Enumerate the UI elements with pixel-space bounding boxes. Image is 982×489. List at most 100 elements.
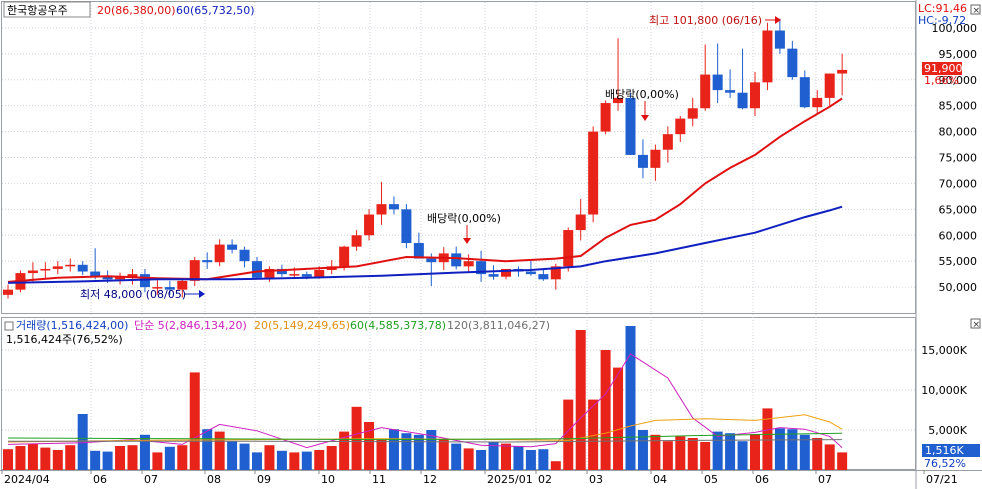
volume-bar <box>90 450 101 470</box>
volume-bar <box>189 372 200 470</box>
volume-panel-close-button[interactable] <box>970 318 981 329</box>
volume-bar <box>276 450 287 470</box>
x-tick-label: 07 <box>818 473 832 486</box>
volume-bar <box>700 442 711 470</box>
volume-bar <box>227 441 238 470</box>
volume-bar <box>164 446 175 470</box>
candle-body <box>65 264 76 267</box>
candle-body <box>774 30 785 49</box>
candle-body <box>314 269 325 277</box>
volume-bar <box>476 450 487 470</box>
candle-body <box>451 253 462 267</box>
candle-body <box>27 270 38 274</box>
vma20-legend: 20(5,149,249,65) <box>254 319 350 332</box>
volume-bar <box>812 438 823 470</box>
volume-bar <box>637 430 648 470</box>
last-change: 1,66% <box>924 74 959 87</box>
volume-bar <box>762 408 773 470</box>
candle-body <box>675 118 686 135</box>
volume-bar <box>687 438 698 470</box>
candle-body <box>289 274 300 276</box>
x-tick-label: 06 <box>755 473 769 486</box>
volume-bar <box>787 429 798 470</box>
volume-bar <box>413 434 424 470</box>
candle-body <box>812 97 823 108</box>
price-tick-label: 75,000 <box>939 152 978 165</box>
candle-body <box>115 276 126 280</box>
candle-body <box>426 258 437 263</box>
last-volume: 1,516K <box>925 444 964 457</box>
volume-bar <box>289 452 300 470</box>
high-annotation: 최고 101,800 (06/16) <box>649 14 762 27</box>
candle-body <box>239 249 250 262</box>
candle-body <box>700 74 711 109</box>
candle-body <box>799 77 810 108</box>
price-tick-label: 60,000 <box>939 229 978 242</box>
candle-body <box>202 260 213 263</box>
chart-title: 한국항공우주 <box>7 4 68 17</box>
volume-y-ticks: 5,000K 10,000K 15,000K <box>921 344 967 437</box>
candle-body <box>687 108 698 119</box>
last-price: 91,900 <box>924 62 963 75</box>
candle-body <box>77 264 88 272</box>
chart-title-box[interactable] <box>3 1 91 18</box>
volume-bar <box>737 441 748 470</box>
x-tick-label: 06 <box>93 473 107 486</box>
candle-body <box>563 230 574 267</box>
last-price-badge <box>922 62 962 75</box>
volume-toggle[interactable] <box>4 321 14 331</box>
candle-body <box>588 131 599 215</box>
candle-body <box>488 274 499 277</box>
volume-bar <box>364 422 375 470</box>
x-tick-label: 10 <box>321 473 335 486</box>
candle-body <box>40 268 51 271</box>
candle-body <box>351 235 362 247</box>
dividend-annotation-2: 배당락(0,00%) <box>605 88 679 101</box>
volume-ma-lines <box>7 353 843 449</box>
vma60-legend: 60(4,585,373,78) <box>350 319 446 332</box>
volume-bar <box>650 434 661 470</box>
volume-bar <box>774 428 785 470</box>
last-volume-badge <box>922 444 980 457</box>
volume-bar <box>725 433 736 470</box>
volume-bar <box>426 430 437 470</box>
candles <box>3 18 848 299</box>
low-annotation: 최저 48,000 (08/05) <box>80 288 186 301</box>
vma120-legend: 120(3,811,046,27) <box>447 319 550 332</box>
volume-ma-5-line <box>7 353 843 449</box>
volume-bar <box>501 443 511 470</box>
price-tick-label: 85,000 <box>939 100 978 113</box>
x-tick-label: 07/21 <box>926 473 958 486</box>
candle-body <box>476 261 487 275</box>
candle-body <box>525 271 536 275</box>
candle-body <box>787 48 798 78</box>
volume-bar <box>339 431 350 470</box>
price-tick-label: 70,000 <box>939 177 978 190</box>
price-panel-close-button[interactable] <box>970 4 981 15</box>
x-tick-label: 03 <box>589 473 603 486</box>
volume-bar <box>264 445 275 470</box>
volume-bar <box>214 431 225 470</box>
x-tick-label: 04 <box>653 473 667 486</box>
volume-bar <box>588 399 599 470</box>
x-tick-label: 09 <box>257 473 271 486</box>
x-tick-label: 05 <box>704 473 718 486</box>
volume-tick-label: 15,000K <box>921 344 967 357</box>
candle-body <box>600 103 611 132</box>
candle-body <box>613 97 624 104</box>
volume-bar <box>712 431 723 470</box>
volume-sub-legend: 1,516,424주(76,52%) <box>6 333 123 346</box>
volume-bar <box>837 452 848 470</box>
candle-body <box>388 204 399 210</box>
volume-bar <box>662 441 673 470</box>
candle-body <box>750 82 760 109</box>
volume-bar <box>40 447 51 470</box>
candle-body <box>837 69 848 74</box>
candle-body <box>339 246 350 267</box>
x-tick-label: 07 <box>144 473 158 486</box>
candle-body <box>276 268 287 275</box>
candle-body <box>152 287 163 289</box>
volume-bar <box>202 429 213 470</box>
x-tick-labels: 2024/04 06 07 08 09 10 11 12 2025/01 02 03 04 05 06 07… <box>4 473 958 486</box>
